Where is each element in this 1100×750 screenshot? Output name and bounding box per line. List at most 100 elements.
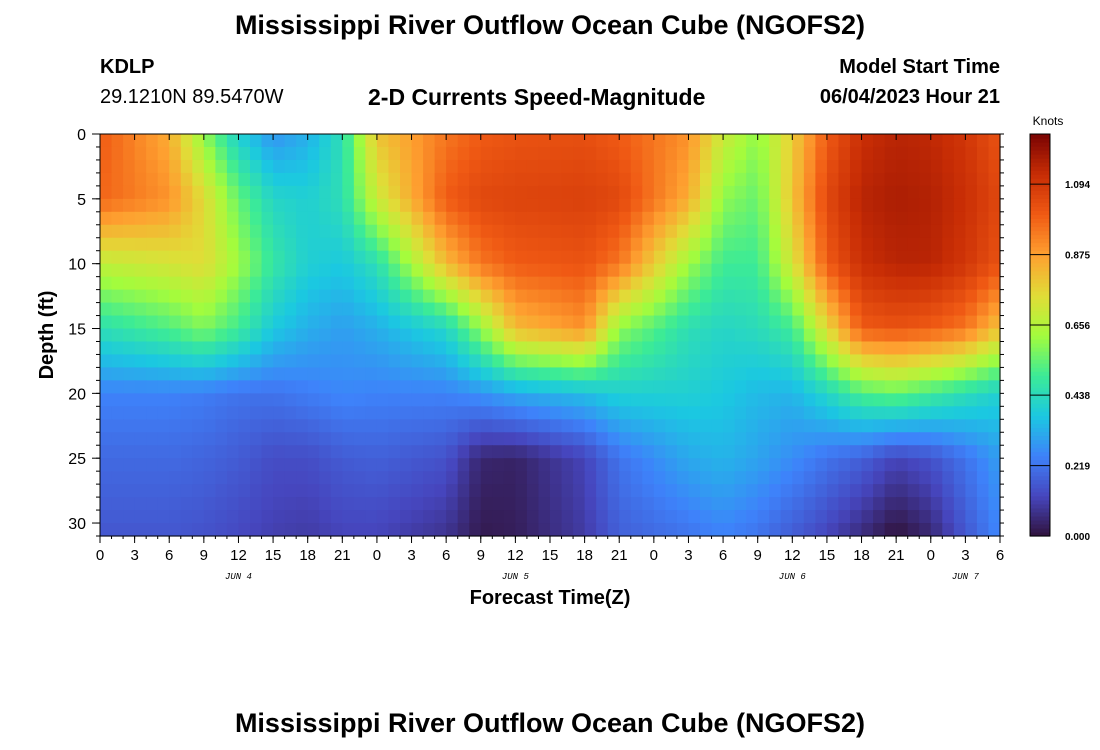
heatmap-cell	[896, 146, 909, 161]
heatmap-cell	[469, 302, 482, 317]
heatmap-cell	[353, 250, 366, 265]
heatmap-cell	[665, 458, 678, 472]
colorbar-segment	[1030, 178, 1050, 183]
heatmap-cell	[700, 159, 713, 174]
heatmap-cell	[169, 159, 182, 174]
heatmap-cell	[123, 484, 136, 498]
heatmap-cell	[665, 276, 678, 291]
heatmap-cell	[596, 134, 609, 148]
heatmap-cell	[584, 159, 597, 174]
colorbar-segment	[1030, 158, 1050, 163]
heatmap-cell	[503, 354, 516, 369]
heatmap-cell	[238, 419, 251, 433]
heatmap-cell	[480, 497, 493, 511]
heatmap-cell	[250, 134, 263, 148]
heatmap-cell	[250, 367, 263, 381]
heatmap-cell	[446, 198, 459, 213]
heatmap-cell	[676, 484, 690, 498]
heatmap-cell	[723, 523, 736, 537]
colorbar-segment	[1030, 290, 1050, 296]
heatmap-cell	[538, 393, 551, 407]
heatmap-cell	[665, 380, 678, 394]
heatmap-cell	[515, 523, 528, 537]
heatmap-cell	[803, 458, 816, 472]
heatmap-cell	[492, 354, 505, 369]
heatmap-cell	[273, 523, 286, 537]
heatmap-cell	[873, 250, 886, 265]
heatmap-cell	[100, 263, 113, 278]
heatmap-cell	[815, 445, 828, 459]
heatmap-cell	[469, 224, 482, 239]
heatmap-cell	[561, 367, 574, 381]
heatmap-cell	[353, 367, 366, 381]
heatmap-cell	[365, 419, 378, 433]
heatmap-cell	[319, 224, 332, 239]
heatmap-cell	[988, 224, 1001, 239]
heatmap-cell	[884, 198, 897, 213]
heatmap-cell	[573, 289, 586, 304]
heatmap-cell	[515, 185, 528, 200]
colorbar-segment	[1030, 407, 1050, 412]
heatmap-cell	[815, 302, 828, 317]
heatmap-cell	[803, 159, 816, 174]
heatmap-cell	[365, 211, 378, 226]
heatmap-cell	[215, 523, 228, 537]
heatmap-cell	[803, 302, 816, 317]
heatmap-cell	[457, 393, 470, 407]
heatmap-cell	[203, 224, 216, 239]
heatmap-cell	[100, 523, 113, 537]
heatmap-cell	[446, 406, 459, 420]
x-tick-label: 21	[888, 547, 905, 564]
heatmap-cell	[457, 354, 470, 369]
heatmap-cell	[861, 393, 874, 407]
heatmap-cell	[100, 315, 113, 330]
heatmap-cell	[330, 289, 343, 304]
heatmap-cell	[146, 198, 159, 213]
heatmap-cell	[100, 406, 113, 420]
heatmap-cell	[850, 302, 863, 317]
heatmap-cell	[238, 328, 251, 343]
heatmap-cell	[492, 510, 505, 524]
colorbar-segment	[1030, 234, 1050, 240]
x-tick-label: 3	[961, 547, 969, 564]
heatmap-cell	[826, 419, 840, 433]
heatmap-cell	[723, 211, 736, 226]
heatmap-cell	[353, 497, 366, 511]
heatmap-cell	[330, 211, 343, 226]
heatmap-cell	[965, 458, 978, 472]
heatmap-cell	[873, 432, 886, 446]
heatmap-cell	[342, 497, 355, 511]
heatmap-cell	[873, 315, 886, 330]
heatmap-cell	[319, 185, 332, 200]
heatmap-cell	[711, 134, 724, 148]
heatmap-cell	[780, 224, 793, 239]
heatmap-cell	[411, 419, 424, 433]
heatmap-cell	[873, 341, 886, 356]
heatmap-cell	[976, 367, 990, 381]
heatmap-cell	[296, 146, 309, 161]
heatmap-cell	[146, 484, 159, 498]
colorbar-segment	[1030, 447, 1050, 453]
heatmap-cell	[123, 263, 136, 278]
heatmap-cell	[861, 471, 874, 485]
x-tick-label: 12	[230, 547, 247, 564]
heatmap-cell	[665, 250, 678, 265]
heatmap-cell	[423, 263, 436, 278]
heatmap-cell	[100, 172, 113, 187]
heatmap-cell	[342, 328, 355, 343]
heatmap-cell	[250, 276, 263, 291]
heatmap-cell	[561, 380, 574, 394]
heatmap-cell	[411, 432, 424, 446]
heatmap-cell	[146, 237, 159, 252]
heatmap-cell	[653, 380, 666, 394]
heatmap-cell	[157, 393, 170, 407]
heatmap-cell	[134, 458, 147, 472]
heatmap-cell	[838, 432, 851, 446]
heatmap-cell	[700, 419, 713, 433]
heatmap-cell	[457, 134, 470, 148]
heatmap-cell	[342, 354, 355, 369]
heatmap-cell	[146, 211, 159, 226]
heatmap-cell	[907, 302, 920, 317]
heatmap-cell	[469, 198, 482, 213]
